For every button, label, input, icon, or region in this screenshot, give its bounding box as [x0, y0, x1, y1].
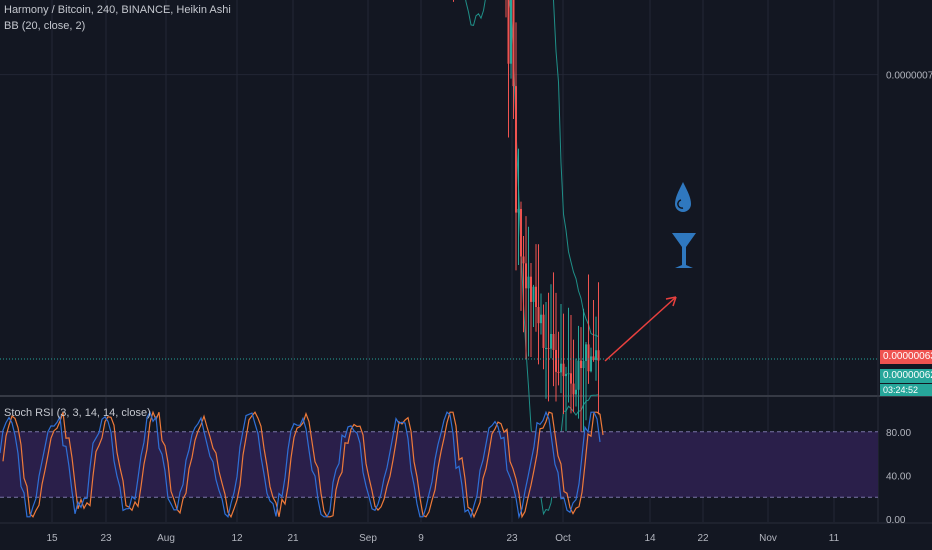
candle-body	[550, 334, 552, 349]
candle-body	[582, 360, 585, 369]
candle-body	[525, 263, 527, 289]
candle-body	[522, 256, 525, 264]
candle-body	[590, 356, 592, 372]
candle-body	[592, 356, 595, 360]
price-tick-label: 0.00000070	[886, 71, 932, 82]
stoch-tick-label: 40.00	[886, 471, 911, 482]
time-tick-label: 14	[644, 533, 656, 544]
cocktail-glass-icon	[672, 233, 696, 268]
candle-body	[572, 383, 575, 395]
candle-body	[562, 363, 565, 377]
time-tick-label: Nov	[759, 533, 777, 544]
time-tick-label: Aug	[157, 533, 175, 544]
time-tick-label: 23	[100, 533, 112, 544]
candle-body	[552, 334, 555, 350]
candle-body	[577, 360, 580, 390]
candle-body	[545, 347, 547, 349]
stoch-k-line	[0, 410, 601, 520]
candle-body	[565, 373, 567, 377]
candle-body	[527, 276, 530, 289]
time-tick-label: 15	[46, 533, 58, 544]
candle-body	[595, 350, 597, 360]
stoch-tick-label: 80.00	[886, 428, 911, 439]
candle-body	[580, 360, 582, 369]
candle-body	[560, 363, 562, 373]
projection-arrow-line	[604, 296, 677, 362]
candle-body	[535, 286, 537, 308]
time-tick-label: 11	[829, 533, 840, 544]
candle-body	[540, 314, 542, 324]
candle-body	[597, 350, 600, 361]
countdown-tag: 03:24:52	[880, 384, 932, 396]
last-price-tag: 0.00000063	[880, 350, 932, 364]
projection-arrowhead	[665, 296, 677, 307]
time-tick-label: 23	[506, 533, 518, 544]
candle-body	[570, 373, 572, 384]
candle-body	[575, 389, 577, 395]
candle-body	[530, 276, 532, 302]
candle-body	[537, 307, 540, 324]
time-tick-label: 9	[418, 533, 424, 544]
candle-body	[567, 373, 570, 375]
candle-body	[512, 0, 515, 87]
candle-body	[587, 344, 590, 372]
candle-body	[517, 208, 520, 213]
candle-body	[515, 86, 517, 213]
drop-icon	[675, 182, 691, 212]
candle-body	[542, 314, 545, 348]
candle-body	[510, 0, 512, 64]
drop-highlight	[677, 199, 684, 209]
stoch-d-line	[2, 410, 604, 519]
time-tick-label: 12	[231, 533, 243, 544]
bid-price-tag: 0.00000062	[880, 369, 932, 383]
candle-body	[547, 347, 550, 349]
time-tick-label: Sep	[359, 533, 377, 544]
candle-body	[555, 349, 557, 372]
time-tick-label: 21	[287, 533, 299, 544]
time-tick-label: Oct	[555, 533, 571, 544]
candle-body	[585, 344, 587, 361]
candle-body	[507, 0, 510, 64]
candle-body	[557, 371, 560, 373]
stoch-tick-label: 0.00	[886, 515, 906, 526]
stoch-legend: Stoch RSI (3, 3, 14, 14, close)	[4, 407, 151, 419]
bb-legend: BB (20, close, 2)	[4, 20, 86, 32]
time-tick-label: 22	[697, 533, 709, 544]
candle-body	[520, 208, 522, 257]
chart-title: Harmony / Bitcoin, 240, BINANCE, Heikin …	[4, 4, 231, 16]
candle-body	[532, 286, 535, 302]
